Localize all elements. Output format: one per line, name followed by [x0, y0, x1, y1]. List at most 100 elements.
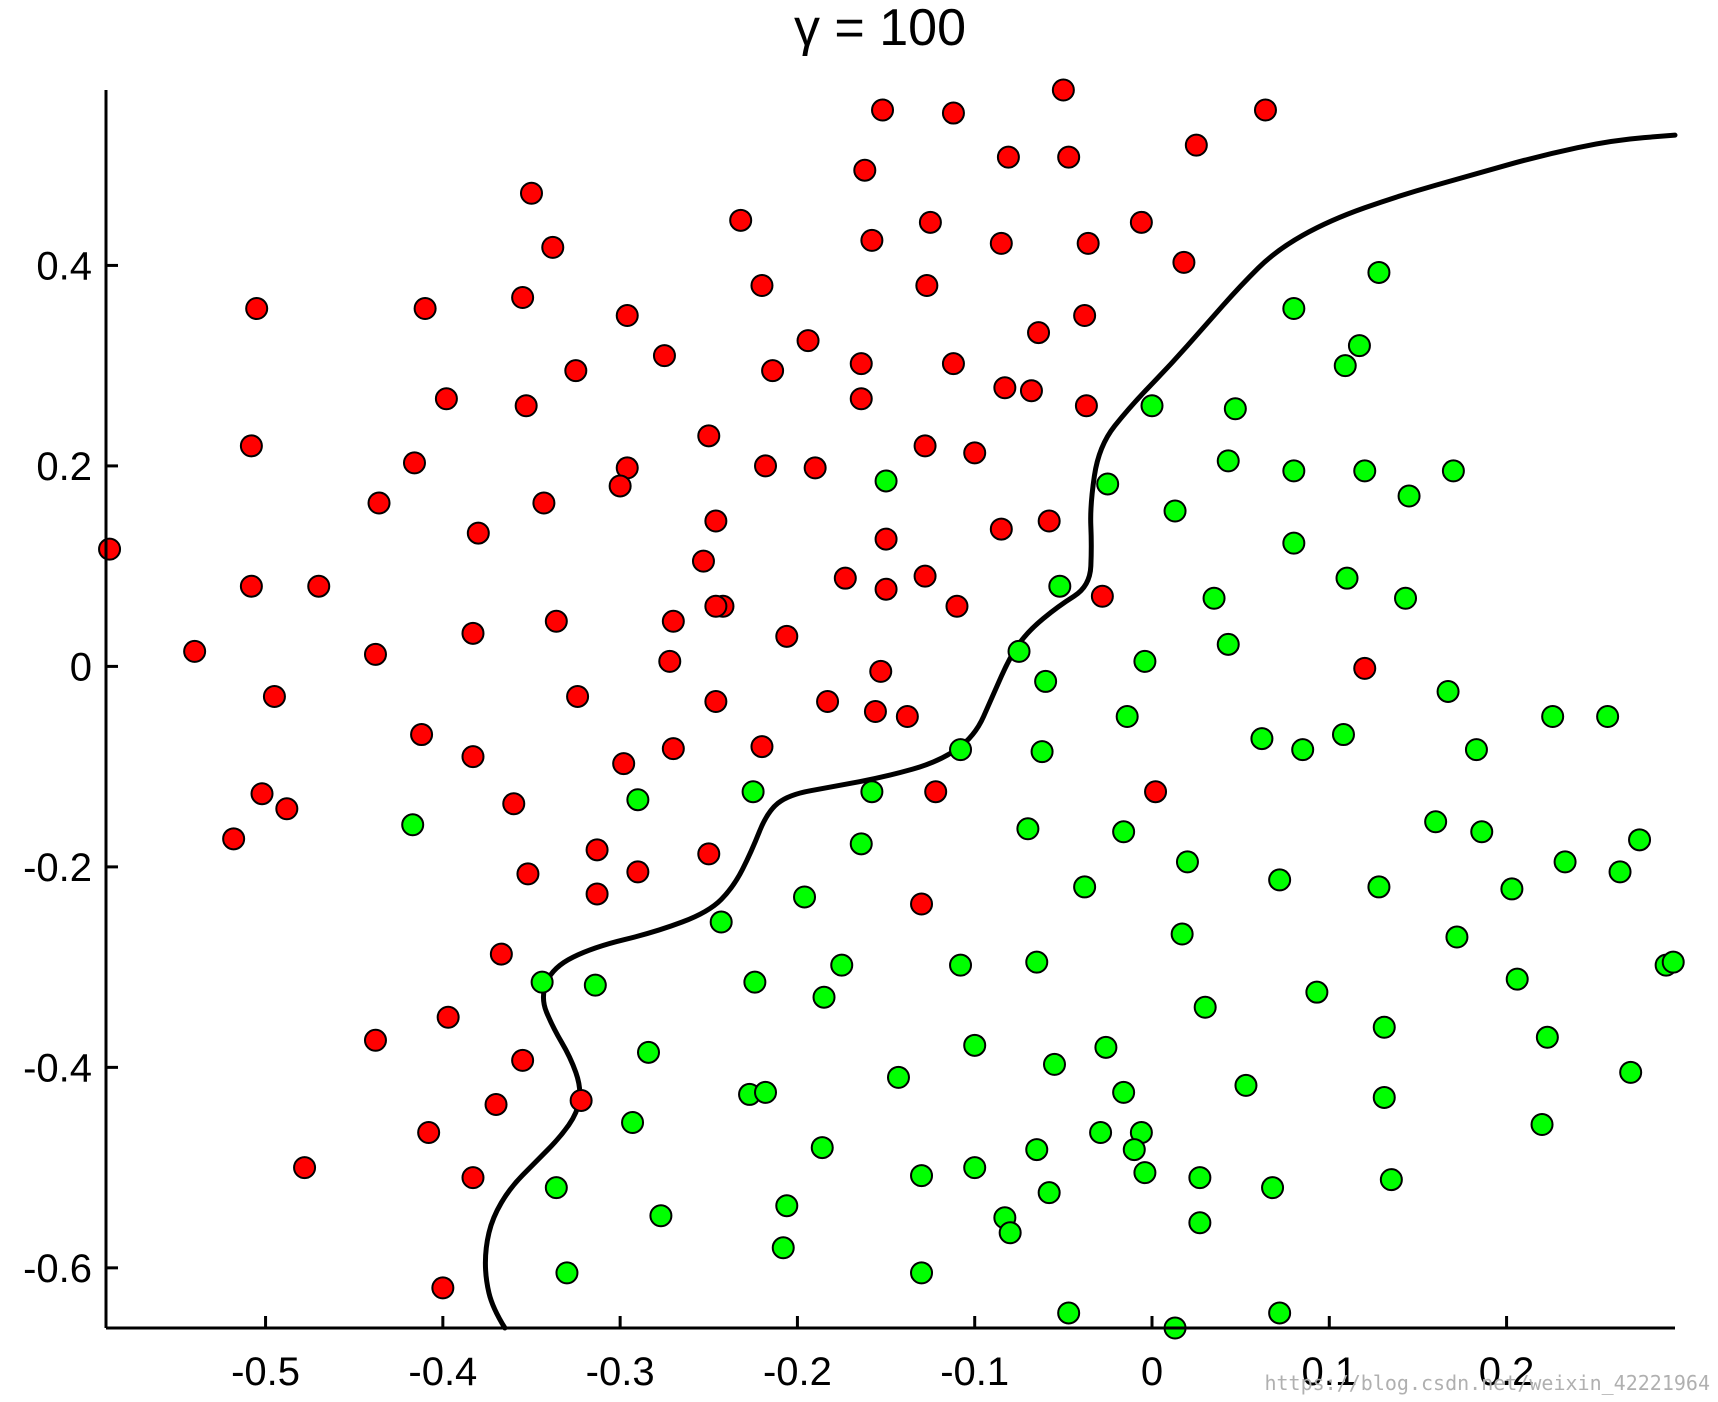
green-data-point [1397, 484, 1421, 508]
red-data-point [1057, 145, 1081, 169]
green-data-point [1261, 1176, 1285, 1200]
red-data-point [222, 827, 246, 851]
red-data-point [833, 566, 857, 590]
green-data-point [1216, 449, 1240, 473]
red-data-point [98, 537, 122, 561]
red-data-point [750, 735, 774, 759]
green-data-point [1282, 297, 1306, 321]
red-data-point [945, 594, 969, 618]
red-data-point [466, 521, 490, 545]
red-data-point [761, 359, 785, 383]
red-data-point [461, 621, 485, 645]
green-data-point [910, 1261, 934, 1285]
red-data-point [697, 424, 721, 448]
red-data-point [413, 297, 437, 321]
green-data-point [1025, 1138, 1049, 1162]
green-data-point [743, 970, 767, 994]
red-data-point [874, 577, 898, 601]
red-data-point [608, 474, 632, 498]
green-data-point [1619, 1060, 1643, 1084]
green-data-point [1188, 1166, 1212, 1190]
green-data-point [1112, 1080, 1136, 1104]
red-data-point [697, 842, 721, 866]
red-data-point [1184, 133, 1208, 157]
green-data-point [1372, 1085, 1396, 1109]
red-data-point [410, 723, 434, 747]
red-data-point [564, 359, 588, 383]
red-data-point [569, 1088, 593, 1112]
red-data-point [363, 642, 387, 666]
red-data-point [367, 491, 391, 515]
green-data-point [1333, 354, 1357, 378]
green-data-point [1073, 875, 1097, 899]
green-data-point [1541, 705, 1565, 729]
green-data-point [1661, 950, 1685, 974]
green-data-point [1436, 679, 1460, 703]
green-data-point [793, 885, 817, 909]
green-data-point [1441, 459, 1465, 483]
green-data-point [886, 1065, 910, 1089]
red-data-point [239, 574, 263, 598]
red-data-point [941, 101, 965, 125]
green-data-point [1608, 860, 1632, 884]
green-data-point [1505, 967, 1529, 991]
red-data-point [514, 394, 538, 418]
green-data-point [1628, 828, 1652, 852]
red-data-point [729, 208, 753, 232]
red-data-point [989, 231, 1013, 255]
red-data-point [704, 689, 728, 713]
green-data-point [1367, 260, 1391, 284]
green-data-point [1016, 817, 1040, 841]
green-data-point [1042, 1052, 1066, 1076]
green-data-point [1335, 566, 1359, 590]
red-data-point [661, 609, 685, 633]
red-data-point [275, 797, 299, 821]
red-data-point [1129, 210, 1153, 234]
green-data-point [1133, 1161, 1157, 1185]
red-data-point [803, 456, 827, 480]
red-data-point [816, 689, 840, 713]
red-data-point [532, 491, 556, 515]
red-data-point [245, 297, 269, 321]
red-data-point [436, 1005, 460, 1029]
green-data-point [1133, 649, 1157, 673]
green-data-point [1305, 980, 1329, 1004]
red-data-point [1027, 321, 1051, 345]
green-data-point [1057, 1301, 1081, 1325]
red-data-point [484, 1092, 508, 1116]
data-points [98, 78, 1685, 1340]
green-data-point [1379, 1168, 1403, 1192]
green-data-point [1202, 586, 1226, 610]
red-data-point [754, 454, 778, 478]
green-data-point [1291, 738, 1315, 762]
green-data-point [1094, 1035, 1118, 1059]
red-data-point [775, 624, 799, 648]
red-data-point [363, 1028, 387, 1052]
red-data-point [874, 527, 898, 551]
red-data-point [461, 745, 485, 769]
red-data-point [941, 352, 965, 376]
green-data-point [401, 813, 425, 837]
y-tick-label: 0.4 [36, 244, 92, 288]
green-data-point [1424, 810, 1448, 834]
green-data-point [1250, 727, 1274, 751]
x-tick-label: -0.1 [940, 1350, 1009, 1394]
green-data-point [544, 1176, 568, 1200]
red-data-point [250, 782, 274, 806]
green-data-point [1535, 1025, 1559, 1049]
x-tick-label: -0.5 [231, 1350, 300, 1394]
red-data-point [871, 98, 895, 122]
green-data-point [1331, 723, 1355, 747]
green-data-point [1367, 875, 1391, 899]
red-data-point [993, 376, 1017, 400]
red-data-point [989, 517, 1013, 541]
green-data-point [830, 953, 854, 977]
red-data-point [996, 145, 1020, 169]
red-data-point [434, 387, 458, 411]
green-data-point [1530, 1113, 1554, 1137]
red-data-point [849, 352, 873, 376]
x-tick-label: 0.1 [1301, 1350, 1357, 1394]
red-data-point [661, 737, 685, 761]
green-data-point [621, 1111, 645, 1135]
